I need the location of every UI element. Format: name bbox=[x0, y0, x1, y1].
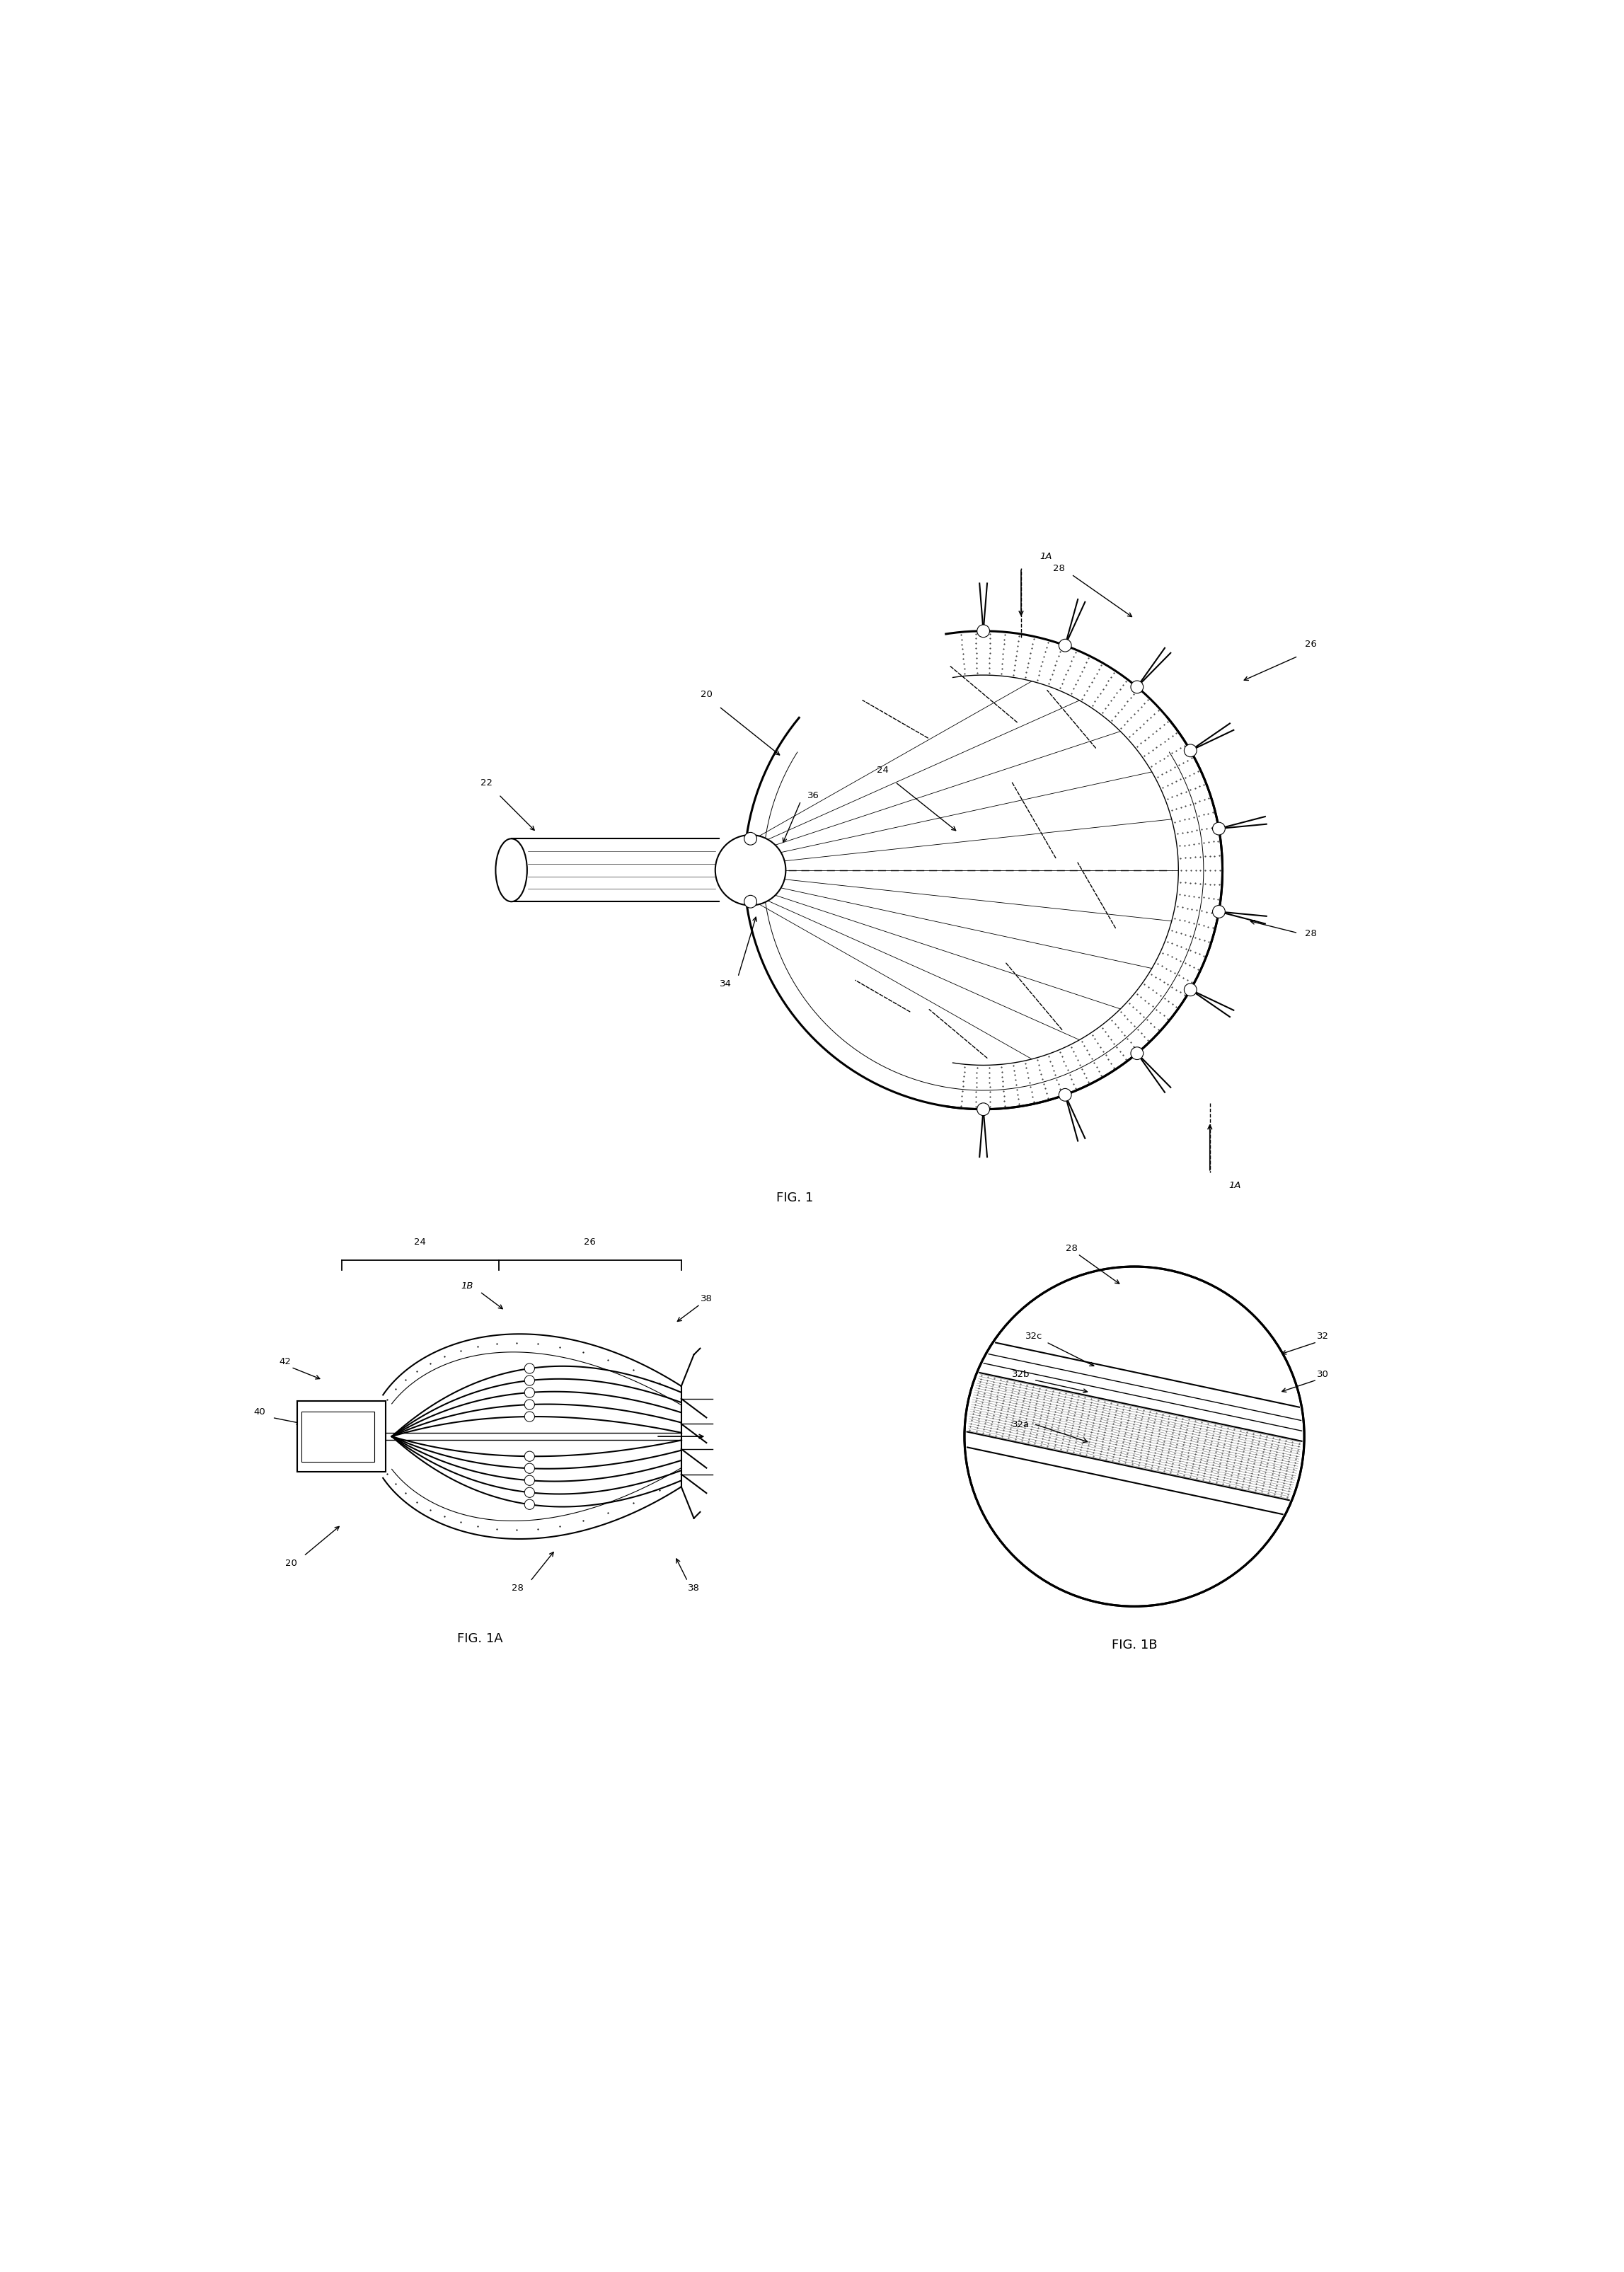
Text: 24: 24 bbox=[414, 1238, 425, 1247]
Text: 36: 36 bbox=[807, 791, 820, 800]
Circle shape bbox=[978, 1104, 989, 1116]
Text: 34: 34 bbox=[719, 979, 731, 988]
Text: 1B: 1B bbox=[461, 1281, 474, 1290]
Text: 1A: 1A bbox=[1229, 1181, 1241, 1191]
Text: 20: 20 bbox=[286, 1559, 297, 1568]
Circle shape bbox=[525, 1400, 534, 1411]
Ellipse shape bbox=[495, 838, 528, 902]
Text: 38: 38 bbox=[700, 1293, 713, 1302]
Text: FIG. 1: FIG. 1 bbox=[776, 1191, 814, 1204]
Circle shape bbox=[1184, 745, 1197, 757]
Text: 30: 30 bbox=[1317, 1370, 1328, 1379]
Circle shape bbox=[525, 1377, 534, 1386]
Text: FIG. 1B: FIG. 1B bbox=[1111, 1638, 1158, 1652]
Circle shape bbox=[965, 1268, 1304, 1606]
Circle shape bbox=[1059, 1088, 1072, 1102]
Text: 28: 28 bbox=[1065, 1243, 1077, 1252]
Text: 28: 28 bbox=[1052, 563, 1065, 573]
Circle shape bbox=[715, 836, 786, 907]
Circle shape bbox=[1184, 984, 1197, 997]
Text: 40: 40 bbox=[253, 1406, 266, 1415]
Circle shape bbox=[525, 1500, 534, 1509]
Circle shape bbox=[744, 895, 757, 909]
Bar bbox=[297, 1402, 385, 1472]
Text: 26: 26 bbox=[585, 1238, 596, 1247]
Text: 24: 24 bbox=[877, 766, 888, 775]
Text: 20: 20 bbox=[700, 691, 713, 700]
Text: 38: 38 bbox=[689, 1584, 700, 1593]
Text: FIG. 1A: FIG. 1A bbox=[456, 1631, 503, 1645]
Text: 28: 28 bbox=[512, 1584, 523, 1593]
Text: 26: 26 bbox=[1304, 638, 1317, 650]
Circle shape bbox=[978, 625, 989, 638]
Circle shape bbox=[1130, 682, 1143, 693]
Circle shape bbox=[525, 1488, 534, 1497]
Circle shape bbox=[1213, 822, 1224, 836]
Circle shape bbox=[525, 1463, 534, 1475]
Circle shape bbox=[525, 1388, 534, 1397]
Circle shape bbox=[1059, 641, 1072, 652]
Text: 22: 22 bbox=[481, 777, 492, 786]
Text: 32c: 32c bbox=[1025, 1331, 1043, 1340]
Text: 42: 42 bbox=[279, 1356, 291, 1365]
Circle shape bbox=[744, 834, 757, 845]
Circle shape bbox=[525, 1452, 534, 1461]
Text: 32: 32 bbox=[1317, 1331, 1328, 1340]
Text: 28: 28 bbox=[1304, 929, 1317, 938]
Circle shape bbox=[1130, 1047, 1143, 1061]
Text: 32b: 32b bbox=[1012, 1370, 1030, 1379]
Text: 32a: 32a bbox=[1012, 1420, 1030, 1429]
Circle shape bbox=[525, 1475, 534, 1486]
Circle shape bbox=[525, 1363, 534, 1375]
Text: 1A: 1A bbox=[1039, 552, 1052, 561]
Circle shape bbox=[525, 1411, 534, 1422]
Circle shape bbox=[1213, 907, 1224, 918]
Bar bbox=[300, 1411, 374, 1461]
